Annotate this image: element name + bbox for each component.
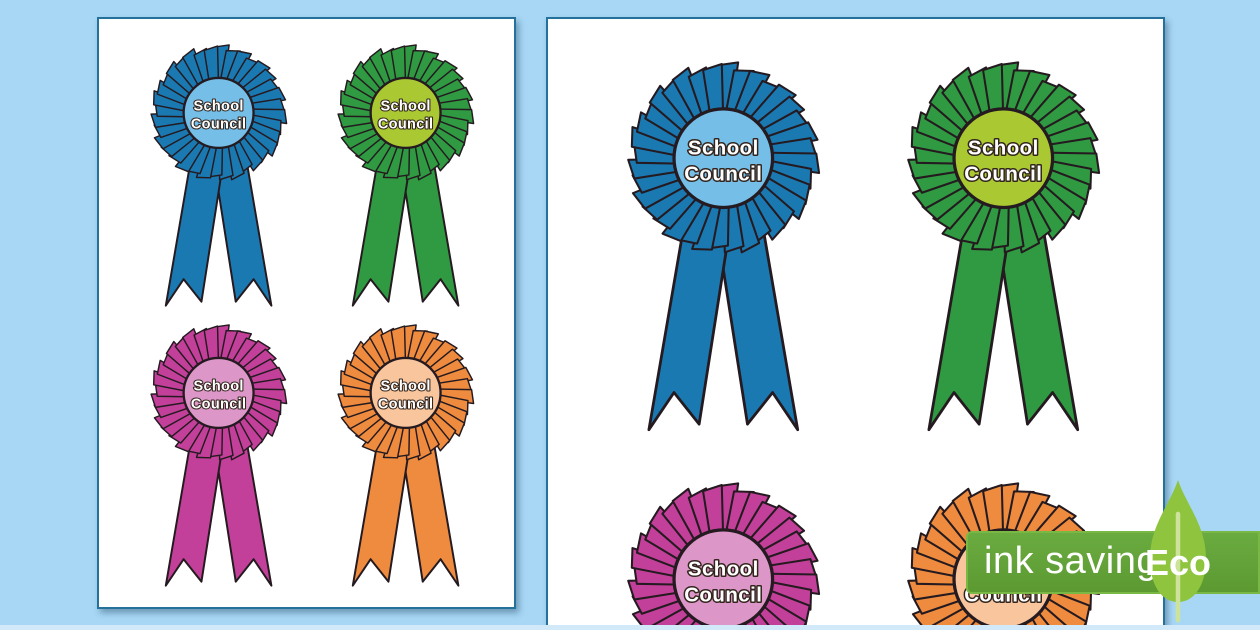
rosette-label-line2: Council [684, 583, 762, 606]
rosette-label-line2: Council [191, 117, 246, 133]
rosette-center [672, 107, 774, 209]
rosette-label-line1: School [194, 98, 244, 114]
rosette-orange-small: School Council [337, 324, 475, 587]
ink-saving-banner: ink saving [966, 531, 1260, 594]
eco-leaf-icon: Eco [1145, 480, 1211, 623]
rosette-center [182, 76, 256, 150]
bottom-edge-strip [0, 625, 1260, 630]
rosette-label-line1: School [194, 378, 244, 394]
ink-saving-label: ink saving [984, 539, 1158, 582]
rosette-center [369, 356, 443, 430]
rosette-green-large: School Council [906, 61, 1100, 431]
rosette-pink-large: School Council [626, 482, 820, 630]
printable-page-large-rosettes: SchoolCouncilSchoolCouncilSchoolCouncilS… [546, 17, 1165, 630]
rosette-label-line1: School [688, 136, 759, 159]
rosette-label-line2: Council [684, 162, 762, 185]
eco-label: Eco [1145, 542, 1211, 583]
rosette-label-line2: Council [378, 397, 433, 413]
rosette-center [952, 107, 1054, 209]
rosette-green-small: School Council [337, 44, 475, 307]
printable-page-small-rosettes: School Council School Council School Council S… [97, 17, 516, 609]
rosette-pink-small: School Council [150, 324, 288, 587]
rosette-center [182, 356, 256, 430]
rosette-label-line1: School [381, 378, 431, 394]
rosette-center [369, 76, 443, 150]
rosette-label-line1: School [968, 136, 1039, 159]
rosette-blue-small: School Council [150, 44, 288, 307]
rosette-label-line2: Council [191, 397, 246, 413]
rosette-label-line1: School [381, 98, 431, 114]
rosette-label-line2: Council [378, 117, 433, 133]
rosette-label-line2: Council [964, 162, 1042, 185]
rosette-blue-large: School Council [626, 61, 820, 431]
rosette-label-line1: School [688, 557, 759, 580]
